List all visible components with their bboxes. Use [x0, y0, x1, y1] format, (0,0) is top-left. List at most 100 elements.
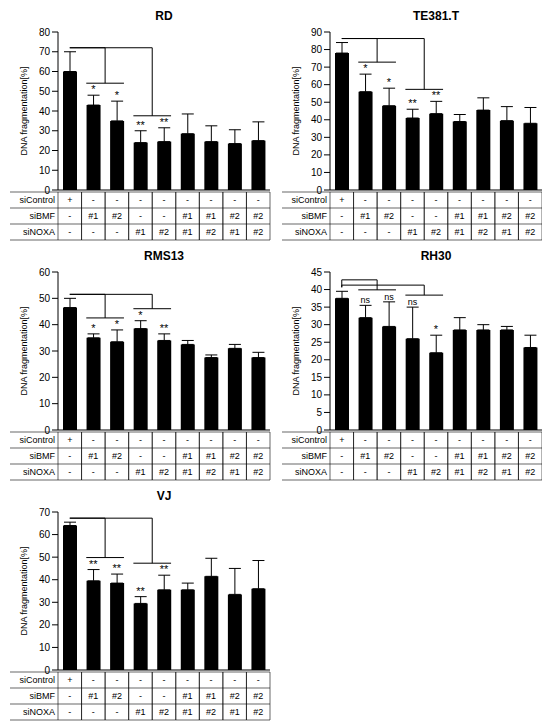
svg-text:30: 30: [39, 597, 51, 608]
svg-text:10: 10: [39, 398, 51, 409]
svg-text:**: **: [160, 563, 169, 575]
svg-text:-: -: [340, 451, 343, 461]
svg-text:80: 80: [311, 44, 323, 55]
svg-text:#2: #2: [431, 227, 441, 237]
svg-text:#2: #2: [478, 227, 488, 237]
svg-text:60: 60: [39, 529, 51, 540]
svg-text:+: +: [339, 195, 344, 205]
svg-text:siBMF: siBMF: [302, 211, 328, 221]
svg-text:#1: #1: [230, 707, 240, 717]
svg-text:-: -: [163, 435, 166, 445]
svg-text:**: **: [160, 116, 169, 128]
svg-text:+: +: [67, 195, 72, 205]
svg-text:-: -: [139, 435, 142, 445]
svg-text:-: -: [364, 467, 367, 477]
svg-text:80: 80: [39, 27, 51, 38]
svg-text:ns: ns: [361, 295, 371, 305]
svg-text:-: -: [257, 195, 260, 205]
svg-text:-: -: [387, 195, 390, 205]
svg-text:-: -: [482, 195, 485, 205]
svg-text:#2: #2: [206, 467, 216, 477]
svg-text:-: -: [163, 195, 166, 205]
svg-text:30: 30: [311, 132, 323, 143]
svg-text:#1: #1: [478, 211, 488, 221]
svg-text:#1: #1: [206, 691, 216, 701]
svg-text:-: -: [233, 435, 236, 445]
svg-text:siControl: siControl: [19, 675, 55, 685]
svg-text:-: -: [163, 451, 166, 461]
svg-text:40: 40: [39, 574, 51, 585]
svg-text:#1: #1: [455, 451, 465, 461]
svg-text:-: -: [233, 195, 236, 205]
svg-text:ns: ns: [408, 297, 418, 307]
svg-text:siNOXA: siNOXA: [23, 227, 55, 237]
svg-text:50: 50: [311, 97, 323, 108]
svg-text:-: -: [115, 195, 118, 205]
svg-text:#1: #1: [407, 227, 417, 237]
svg-text:-: -: [139, 451, 142, 461]
svg-text:-: -: [482, 435, 485, 445]
svg-text:-: -: [163, 211, 166, 221]
svg-text:10: 10: [39, 642, 51, 653]
svg-text:#2: #2: [384, 211, 394, 221]
svg-text:#1: #1: [183, 451, 193, 461]
svg-text:-: -: [387, 435, 390, 445]
svg-text:-: -: [435, 435, 438, 445]
svg-text:70: 70: [39, 46, 51, 57]
svg-text:-: -: [364, 227, 367, 237]
svg-text:-: -: [411, 451, 414, 461]
svg-text:-: -: [68, 451, 71, 461]
svg-text:-: -: [115, 675, 118, 685]
svg-text:#2: #2: [525, 451, 535, 461]
svg-text:**: **: [136, 119, 145, 131]
svg-text:**: **: [89, 558, 98, 570]
svg-text:-: -: [163, 675, 166, 685]
svg-text:40: 40: [311, 114, 323, 125]
svg-text:#2: #2: [206, 227, 216, 237]
svg-text:+: +: [67, 435, 72, 445]
svg-text:ns: ns: [384, 292, 394, 302]
svg-text:siBMF: siBMF: [302, 451, 328, 461]
svg-text:#2: #2: [230, 691, 240, 701]
svg-text:siNOXA: siNOXA: [23, 467, 55, 477]
svg-text:#2: #2: [253, 707, 263, 717]
svg-text:#2: #2: [159, 707, 169, 717]
svg-text:#1: #1: [455, 227, 465, 237]
svg-text:30: 30: [39, 346, 51, 357]
svg-text:-: -: [92, 195, 95, 205]
svg-text:-: -: [364, 195, 367, 205]
svg-text:-: -: [68, 227, 71, 237]
svg-text:0: 0: [44, 425, 50, 436]
svg-text:60: 60: [311, 79, 323, 90]
svg-text:#2: #2: [478, 467, 488, 477]
svg-text:20: 20: [311, 354, 323, 365]
svg-text:35: 35: [311, 302, 323, 313]
svg-text:10: 10: [311, 167, 323, 178]
svg-text:#1: #1: [407, 467, 417, 477]
svg-text:#2: #2: [502, 211, 512, 221]
svg-text:siBMF: siBMF: [30, 211, 56, 221]
svg-text:-: -: [92, 227, 95, 237]
svg-text:-: -: [210, 675, 213, 685]
svg-text:-: -: [186, 435, 189, 445]
svg-text:-: -: [139, 211, 142, 221]
svg-text:siNOXA: siNOXA: [295, 227, 327, 237]
svg-text:#2: #2: [230, 211, 240, 221]
svg-text:-: -: [458, 195, 461, 205]
svg-text:50: 50: [39, 86, 51, 97]
svg-text:20: 20: [39, 619, 51, 630]
svg-text:#2: #2: [159, 467, 169, 477]
svg-text:#2: #2: [431, 467, 441, 477]
svg-text:-: -: [92, 467, 95, 477]
svg-text:20: 20: [311, 149, 323, 160]
svg-text:#2: #2: [253, 211, 263, 221]
svg-text:#2: #2: [206, 707, 216, 717]
svg-text:DNA fragmentation[%]: DNA fragmentation[%]: [19, 306, 29, 395]
svg-text:+: +: [339, 435, 344, 445]
svg-text:#1: #1: [183, 227, 193, 237]
svg-text:#1: #1: [88, 211, 98, 221]
svg-text:30: 30: [39, 125, 51, 136]
svg-text:-: -: [186, 195, 189, 205]
svg-text:-: -: [505, 195, 508, 205]
svg-text:-: -: [411, 435, 414, 445]
